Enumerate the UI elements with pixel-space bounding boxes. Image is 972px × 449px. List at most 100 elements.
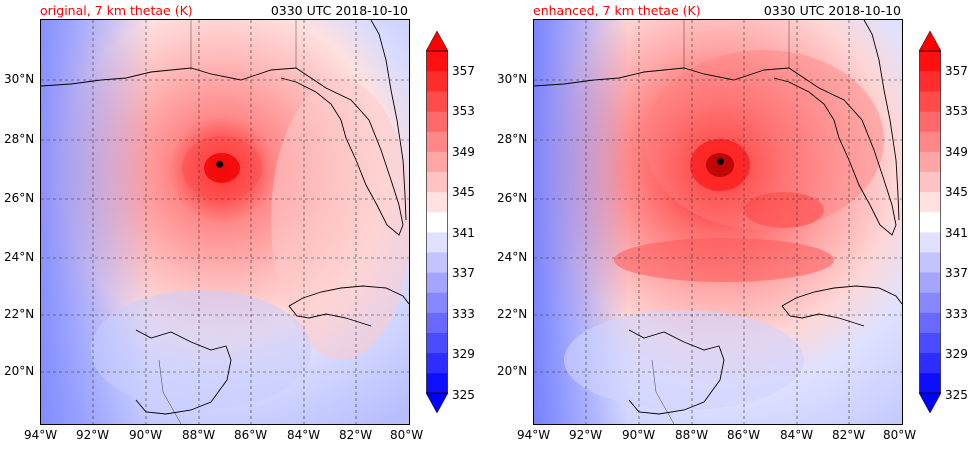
colorbar-segment: [919, 352, 941, 374]
lon-tick-label: 88°W: [675, 428, 709, 442]
colorbar-segment: [426, 91, 448, 112]
colorbar-segment: [426, 171, 448, 193]
storm-center-marker: [717, 157, 725, 165]
colorbar-segment: [426, 151, 448, 173]
storm-center-marker: [216, 160, 224, 168]
map-plot: [40, 19, 410, 425]
colorbar-label: 325: [452, 388, 475, 402]
colorbar-segment: [426, 232, 448, 253]
colorbar-segment: [919, 292, 941, 313]
colorbar-min-arrow: [919, 392, 941, 413]
colorbar-segment: [919, 372, 941, 394]
colorbar-segment: [919, 252, 941, 273]
panel-title-time: 0330 UTC 2018-10-10: [763, 3, 901, 18]
lat-tick-label: 28°N: [497, 132, 528, 146]
lon-tick-label: 92°W: [569, 428, 603, 442]
colorbar-label: 333: [945, 307, 968, 321]
colorbar-segment: [919, 71, 941, 92]
colorbar-label: 341: [452, 226, 475, 240]
lon-tick-label: 80°W: [883, 428, 917, 442]
lon-tick-label: 90°W: [129, 428, 163, 442]
panel-title-field: original, 7 km thetae (K): [40, 3, 193, 18]
colorbar-segment: [426, 272, 448, 293]
colorbar-min-arrow: [426, 392, 448, 413]
panel-enhanced: enhanced, 7 km thetae (K) 0330 UTC 2018-…: [486, 0, 972, 449]
panel-title-field: enhanced, 7 km thetae (K): [533, 3, 701, 18]
colorbar-label: 341: [945, 226, 968, 240]
graticule: [41, 20, 409, 424]
colorbar: [426, 31, 448, 413]
lon-tick-label: 88°W: [182, 428, 216, 442]
lon-tick-label: 90°W: [622, 428, 656, 442]
colorbar-segment: [426, 312, 448, 333]
graticule: [534, 20, 902, 424]
colorbar-segment: [919, 272, 941, 293]
lon-tick-label: 84°W: [287, 428, 321, 442]
lat-tick-label: 26°N: [497, 191, 528, 205]
lat-tick-label: 22°N: [4, 307, 35, 321]
colorbar-label: 357: [945, 64, 968, 78]
lon-tick-label: 80°W: [390, 428, 424, 442]
lon-tick-label: 94°W: [517, 428, 551, 442]
lat-tick-label: 24°N: [4, 250, 35, 264]
colorbar-max-arrow: [426, 31, 448, 52]
colorbar-segment: [919, 232, 941, 253]
lat-tick-label: 24°N: [497, 250, 528, 264]
colorbar-segment: [919, 211, 941, 233]
panel-title-time: 0330 UTC 2018-10-10: [270, 3, 408, 18]
colorbar-segment: [919, 312, 941, 333]
colorbar-segment: [426, 372, 448, 394]
colorbar-segment: [919, 111, 941, 132]
lon-tick-label: 86°W: [234, 428, 268, 442]
lon-tick-label: 94°W: [24, 428, 58, 442]
thetae-field: [41, 20, 409, 424]
lat-tick-label: 20°N: [497, 364, 528, 378]
colorbar-segment: [426, 292, 448, 313]
colorbar-segment: [919, 171, 941, 193]
colorbar-segment: [426, 252, 448, 273]
colorbar-label: 333: [452, 307, 475, 321]
lon-tick-label: 92°W: [76, 428, 110, 442]
colorbar-segment: [426, 352, 448, 374]
thetae-field: [534, 20, 902, 424]
coastline: [41, 20, 409, 415]
colorbar-label: 329: [452, 347, 475, 361]
colorbar-label: 357: [452, 64, 475, 78]
colorbar-label: 345: [452, 185, 475, 199]
lat-tick-label: 26°N: [4, 191, 35, 205]
colorbar-segment: [919, 151, 941, 173]
colorbar-segment: [426, 332, 448, 354]
borders: [651, 20, 790, 424]
colorbar-segment: [426, 191, 448, 213]
lat-tick-label: 28°N: [4, 132, 35, 146]
colorbar-segment: [919, 191, 941, 213]
colorbar-label: 345: [945, 185, 968, 199]
colorbar-label: 329: [945, 347, 968, 361]
colorbar: [919, 31, 941, 413]
colorbar-segment: [919, 91, 941, 112]
lat-tick-label: 22°N: [497, 307, 528, 321]
lon-tick-label: 86°W: [727, 428, 761, 442]
colorbar-label: 353: [452, 104, 475, 118]
colorbar-segment: [919, 332, 941, 354]
colorbar-segment: [426, 111, 448, 132]
colorbar-label: 337: [945, 266, 968, 280]
lon-tick-label: 82°W: [339, 428, 373, 442]
colorbar-max-arrow: [919, 31, 941, 52]
colorbar-segment: [426, 131, 448, 152]
borders: [158, 20, 297, 424]
colorbar-label: 349: [452, 145, 475, 159]
colorbar-segment: [919, 51, 941, 72]
colorbar-segment: [426, 51, 448, 72]
colorbar-segment: [919, 131, 941, 152]
panel-original: original, 7 km thetae (K) 0330 UTC 2018-…: [4, 3, 475, 442]
lat-tick-label: 30°N: [497, 72, 528, 86]
colorbar-label: 325: [945, 388, 968, 402]
lon-tick-label: 84°W: [780, 428, 814, 442]
lon-tick-label: 82°W: [832, 428, 866, 442]
map-plot: [533, 19, 903, 425]
lat-tick-label: 30°N: [4, 72, 35, 86]
colorbar-label: 349: [945, 145, 968, 159]
colorbar-segment: [426, 211, 448, 233]
coastline: [534, 20, 902, 415]
